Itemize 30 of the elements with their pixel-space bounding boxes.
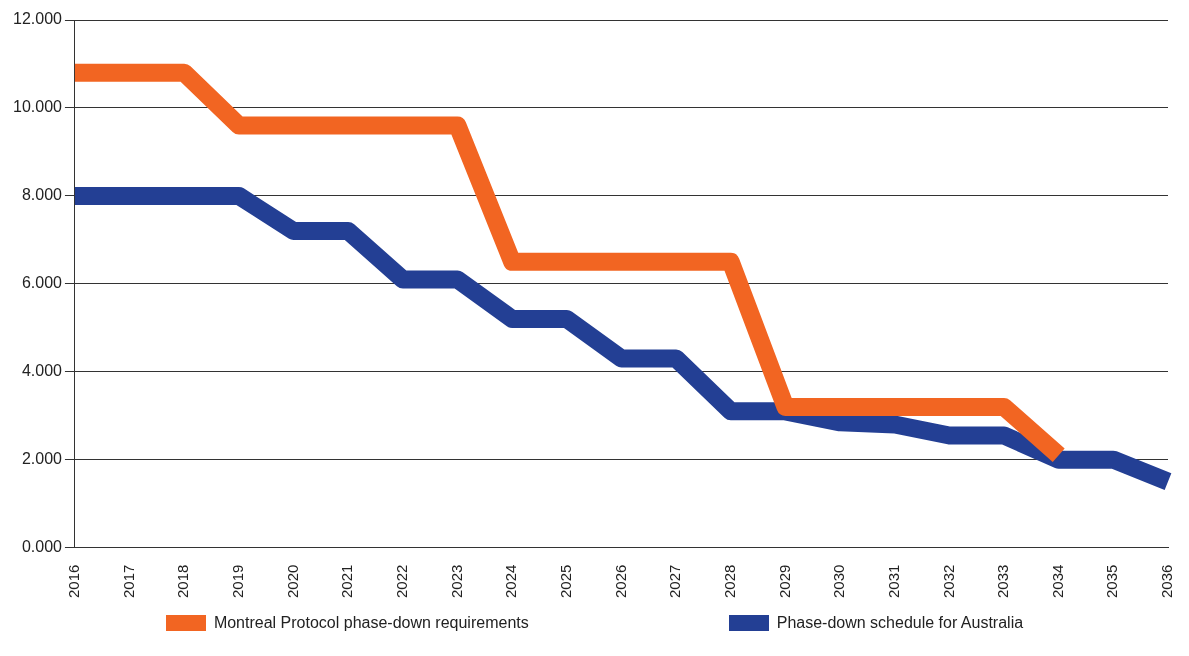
y-tick-label: 0.000 <box>21 538 63 556</box>
y-tick-label: 2.000 <box>21 450 63 468</box>
y-tick-label: 12.000 <box>13 10 63 28</box>
legend-label: Montreal Protocol phase-down requirements <box>213 614 529 632</box>
x-tick-label: 2036 <box>1158 564 1176 599</box>
x-tick-label: 2026 <box>611 564 629 599</box>
x-tick-label: 2034 <box>1048 564 1066 599</box>
x-tick-label: 2017 <box>119 564 137 599</box>
legend-label: Phase-down schedule for Australia <box>776 614 1024 632</box>
x-tick-label: 2025 <box>556 564 574 599</box>
x-tick-label: 2028 <box>720 564 738 599</box>
x-tick-label: 2033 <box>994 564 1012 599</box>
x-tick-label: 2029 <box>775 564 793 599</box>
x-tick-label: 2016 <box>65 564 83 599</box>
x-tick-label: 2027 <box>666 564 684 599</box>
x-tick-label: 2021 <box>338 564 356 599</box>
y-tick-label: 6.000 <box>21 274 63 292</box>
x-tick-label: 2035 <box>1103 564 1121 599</box>
y-tick-label: 8.000 <box>21 186 63 204</box>
x-tick-label: 2032 <box>939 564 957 599</box>
x-tick-label: 2031 <box>884 564 902 599</box>
x-tick-label: 2020 <box>283 564 301 599</box>
x-tick-label: 2023 <box>447 564 465 599</box>
x-tick-label: 2024 <box>502 564 520 599</box>
y-tick-label: 10.000 <box>13 98 63 116</box>
y-tick-label: 4.000 <box>21 362 63 380</box>
x-tick-label: 2019 <box>229 564 247 599</box>
x-tick-label: 2022 <box>393 564 410 599</box>
x-tick-label: 2030 <box>830 564 848 599</box>
x-tick-label: 2018 <box>174 564 192 599</box>
